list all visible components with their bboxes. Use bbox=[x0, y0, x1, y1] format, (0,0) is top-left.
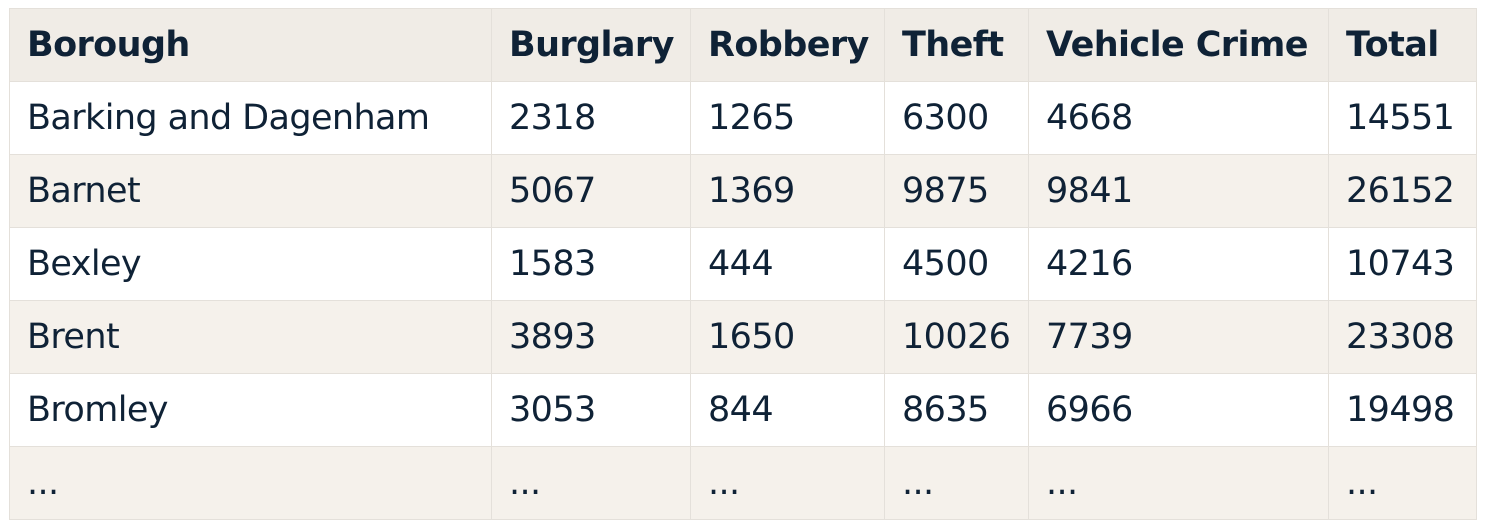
cell-vehicle-crime: ... bbox=[1028, 446, 1329, 520]
column-header-borough: Borough bbox=[9, 8, 492, 82]
table-row: Bromley 3053 844 8635 6966 19498 bbox=[9, 373, 1477, 447]
cell-total: ... bbox=[1328, 446, 1477, 520]
column-header-vehicle-crime: Vehicle Crime bbox=[1028, 8, 1329, 82]
cell-robbery: 1369 bbox=[690, 154, 885, 228]
cell-theft: ... bbox=[884, 446, 1029, 520]
cell-vehicle-crime: 6966 bbox=[1028, 373, 1329, 447]
cell-vehicle-crime: 9841 bbox=[1028, 154, 1329, 228]
table-row-ellipsis: ... ... ... ... ... ... bbox=[9, 446, 1477, 520]
cell-robbery: 1650 bbox=[690, 300, 885, 374]
column-header-robbery: Robbery bbox=[690, 8, 885, 82]
cell-robbery: 444 bbox=[690, 227, 885, 301]
cell-vehicle-crime: 4668 bbox=[1028, 81, 1329, 155]
cell-total: 23308 bbox=[1328, 300, 1477, 374]
crime-table-container: Borough Burglary Robbery Theft Vehicle C… bbox=[9, 8, 1477, 520]
table-row: Bexley 1583 444 4500 4216 10743 bbox=[9, 227, 1477, 301]
cell-total: 10743 bbox=[1328, 227, 1477, 301]
table-row: Brent 3893 1650 10026 7739 23308 bbox=[9, 300, 1477, 374]
cell-borough: Barnet bbox=[9, 154, 492, 228]
cell-theft: 10026 bbox=[884, 300, 1029, 374]
table-row: Barking and Dagenham 2318 1265 6300 4668… bbox=[9, 81, 1477, 155]
column-header-burglary: Burglary bbox=[491, 8, 691, 82]
cell-burglary: 3893 bbox=[491, 300, 691, 374]
cell-borough: Barking and Dagenham bbox=[9, 81, 492, 155]
crime-table: Borough Burglary Robbery Theft Vehicle C… bbox=[9, 8, 1477, 520]
cell-total: 26152 bbox=[1328, 154, 1477, 228]
cell-theft: 9875 bbox=[884, 154, 1029, 228]
cell-total: 14551 bbox=[1328, 81, 1477, 155]
table-row: Barnet 5067 1369 9875 9841 26152 bbox=[9, 154, 1477, 228]
cell-total: 19498 bbox=[1328, 373, 1477, 447]
cell-borough: Brent bbox=[9, 300, 492, 374]
column-header-total: Total bbox=[1328, 8, 1477, 82]
cell-borough: Bexley bbox=[9, 227, 492, 301]
cell-burglary: 3053 bbox=[491, 373, 691, 447]
cell-burglary: ... bbox=[491, 446, 691, 520]
cell-burglary: 1583 bbox=[491, 227, 691, 301]
cell-theft: 4500 bbox=[884, 227, 1029, 301]
cell-burglary: 5067 bbox=[491, 154, 691, 228]
cell-robbery: ... bbox=[690, 446, 885, 520]
column-header-theft: Theft bbox=[884, 8, 1029, 82]
cell-burglary: 2318 bbox=[491, 81, 691, 155]
cell-vehicle-crime: 7739 bbox=[1028, 300, 1329, 374]
cell-theft: 8635 bbox=[884, 373, 1029, 447]
cell-robbery: 844 bbox=[690, 373, 885, 447]
cell-vehicle-crime: 4216 bbox=[1028, 227, 1329, 301]
cell-borough: ... bbox=[9, 446, 492, 520]
cell-theft: 6300 bbox=[884, 81, 1029, 155]
table-header-row: Borough Burglary Robbery Theft Vehicle C… bbox=[9, 8, 1477, 82]
cell-borough: Bromley bbox=[9, 373, 492, 447]
cell-robbery: 1265 bbox=[690, 81, 885, 155]
